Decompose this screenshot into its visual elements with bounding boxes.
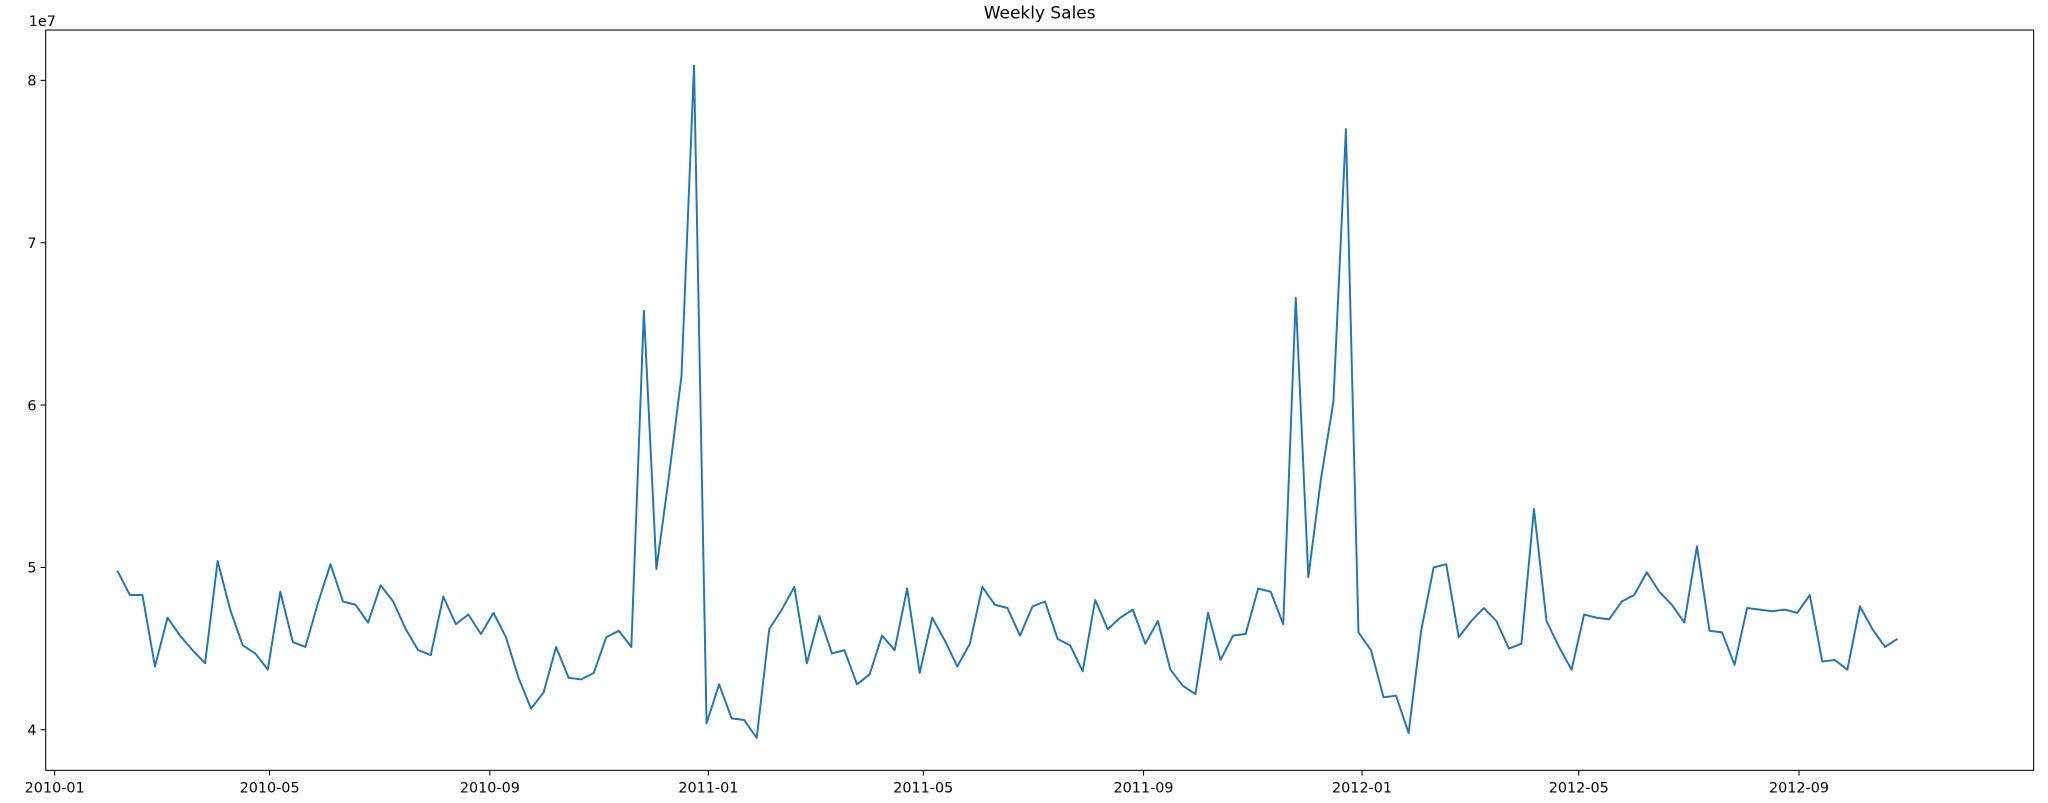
sales-line [116,64,1899,739]
x-tick-label: 2012-09 [1769,781,1829,797]
plot-frame [45,29,2035,771]
x-tick-label: 2010-01 [25,781,85,797]
x-tick-label: 2010-05 [240,781,300,797]
x-tick-label: 2011-09 [1114,781,1174,797]
y-tick-label: 8 [27,74,36,90]
y-tick-label: 4 [27,723,36,739]
y-tick-label: 5 [27,561,36,577]
x-tick-label: 2012-01 [1332,781,1392,797]
y-tick-label: 6 [27,398,36,414]
offset-label: 1e7 [29,14,56,30]
chart-title: Weekly Sales [984,3,1096,23]
x-tick-label: 2010-09 [460,781,520,797]
x-tick-label: 2011-05 [893,781,953,797]
y-tick-label: 7 [27,236,36,252]
x-tick-label: 2011-01 [678,781,738,797]
x-tick-label: 2012-05 [1549,781,1609,797]
